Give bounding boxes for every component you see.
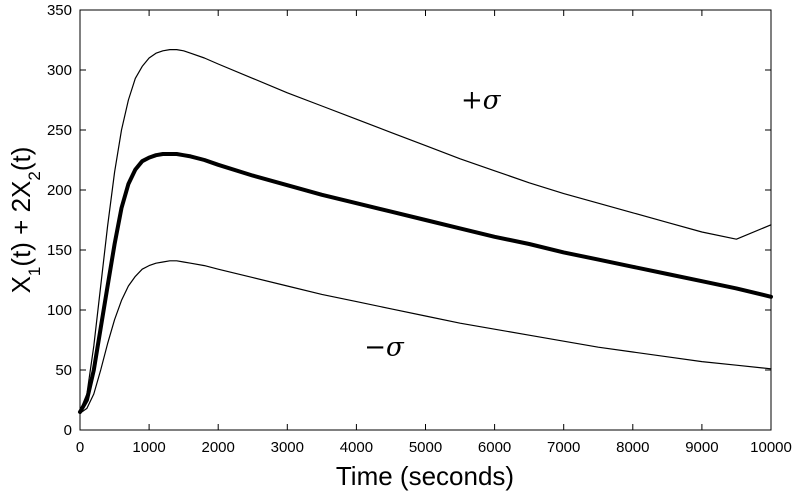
x-tick-label: 3000: [271, 439, 304, 456]
y-tick-label: 50: [55, 362, 72, 379]
x-tick-label: 9000: [685, 439, 718, 456]
x-tick-label: 5000: [409, 439, 442, 456]
upper-sigma-line: [79, 48, 772, 412]
y-axis-label-part: 1: [25, 267, 44, 276]
y-axis-label-part: (t) + 2X: [6, 181, 36, 267]
x-tick-label: 2000: [202, 439, 235, 456]
x-tick-label: 6000: [478, 439, 511, 456]
y-tick-label: 150: [47, 242, 72, 259]
x-tick-label: 7000: [547, 439, 580, 456]
y-tick-label: 200: [47, 182, 72, 199]
y-axis-label: X1(t) + 2X2(t): [6, 147, 44, 294]
annotation-label: +σ: [461, 85, 502, 115]
x-tick-label: 4000: [340, 439, 373, 456]
y-tick-label: 250: [47, 122, 72, 139]
x-tick-label: 0: [76, 439, 84, 456]
x-tick-label: 10000: [750, 439, 792, 456]
x-tick-label: 1000: [132, 439, 165, 456]
annotation-label: −σ: [364, 333, 405, 363]
y-tick-label: 0: [64, 422, 72, 439]
y-tick-label: 350: [47, 2, 72, 19]
lower-sigma-line: [79, 260, 772, 414]
y-axis: 0 50 100 150 200 250 300 350: [47, 2, 771, 439]
y-axis-label-part: (t): [6, 147, 36, 172]
y-axis-label-part: 2: [25, 171, 44, 180]
x-axis-label: Time (seconds): [336, 461, 514, 491]
annotation-layer: +σ −σ: [364, 85, 502, 362]
y-tick-label: 100: [47, 302, 72, 319]
x-axis: 0 1000 2000 3000 4000 5000 6000 7000 8000 9000 100…: [76, 10, 792, 456]
y-tick-label: 300: [47, 62, 72, 79]
mean-line: [78, 152, 773, 414]
y-axis-label-part: X: [6, 276, 36, 293]
x-tick-label: 8000: [616, 439, 649, 456]
series-layer: [78, 48, 773, 414]
